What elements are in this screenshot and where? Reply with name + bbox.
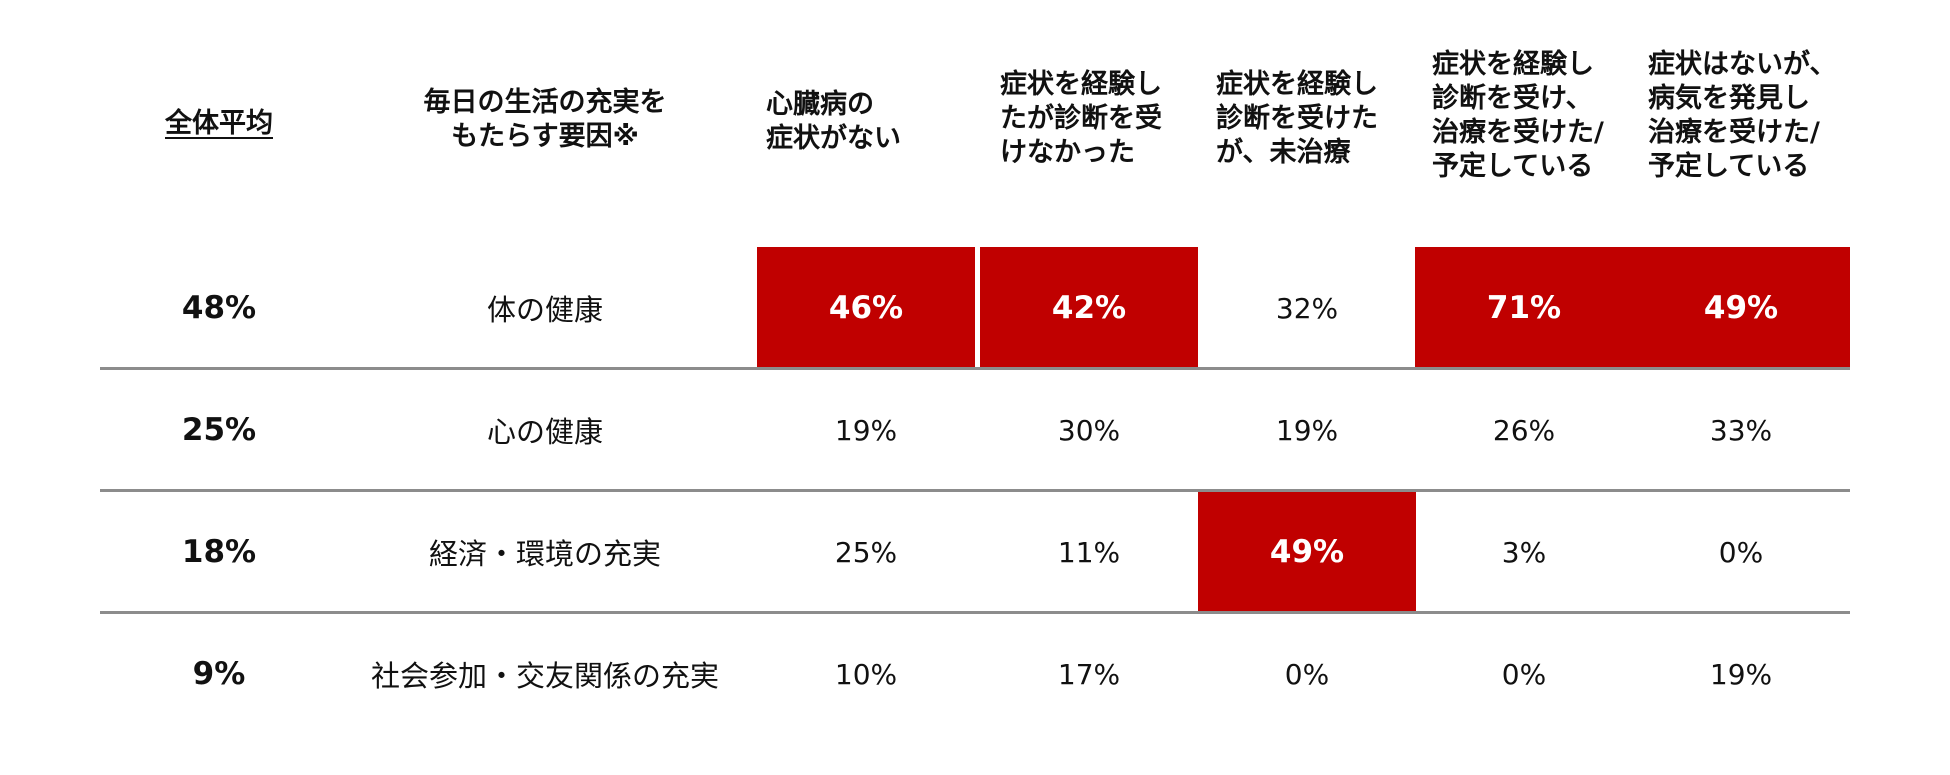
header-column-3: 症状を経験し 診断を受けた が、未治療 [1216, 69, 1378, 168]
header-column-2: 症状を経験し たが診断を受 けなかった [1000, 69, 1162, 168]
header-column-1: 心臓病の 症状がない [766, 89, 901, 154]
table-cell-value: 49% [1269, 534, 1345, 570]
factor-label: 経済・環境の充実 [428, 537, 661, 571]
table-cell-value: 30% [1057, 413, 1121, 447]
table-cell-value: 17% [1057, 657, 1121, 691]
factor-label: 体の健康 [486, 293, 603, 327]
header-factor: 毎日の生活の充実を もたらす要因※ [423, 87, 667, 152]
table-cell-value: 42% [1051, 290, 1127, 326]
row-divider [100, 367, 1850, 370]
header-column-4: 症状を経験し 診断を受け、 治療を受けた/ 予定している [1432, 49, 1604, 182]
highlight-cell [980, 247, 1198, 367]
table-cell-value: 46% [828, 290, 904, 326]
overall-average-value: 9% [192, 656, 246, 692]
highlight-cell [1198, 491, 1416, 611]
table-cell-value: 25% [834, 535, 898, 569]
table-cell-value: 0% [1718, 535, 1764, 569]
table-cell-value: 0% [1501, 657, 1547, 691]
table-cell-value: 3% [1501, 535, 1547, 569]
row-divider [100, 611, 1850, 614]
highlight-cell [1632, 247, 1850, 367]
overall-average-value: 18% [181, 534, 257, 570]
factor-label: 心の健康 [486, 415, 603, 449]
table-cell-value: 71% [1486, 290, 1562, 326]
table-cell-value: 0% [1284, 657, 1330, 691]
overall-average-value: 25% [181, 412, 257, 448]
highlight-cell [757, 247, 975, 367]
table-cell-value: 10% [834, 657, 898, 691]
header-column-5: 症状はないが、 病気を発見し 治療を受けた/ 予定している [1648, 49, 1837, 182]
table-cell-value: 32% [1275, 291, 1339, 325]
table-cell-value: 11% [1057, 535, 1121, 569]
table-cell-value: 19% [1709, 657, 1773, 691]
highlight-cell [1415, 247, 1633, 367]
table-cell-value: 33% [1709, 413, 1773, 447]
factor-label: 社会参加・交友関係の充実 [370, 659, 719, 693]
table-cell-value: 19% [834, 413, 898, 447]
table-cell-value: 26% [1492, 413, 1556, 447]
header-overall-average: 全体平均 [165, 108, 273, 139]
table-cell-value: 49% [1703, 290, 1779, 326]
table-cell-value: 19% [1275, 413, 1339, 447]
row-divider [100, 489, 1850, 492]
overall-average-value: 48% [181, 290, 257, 326]
